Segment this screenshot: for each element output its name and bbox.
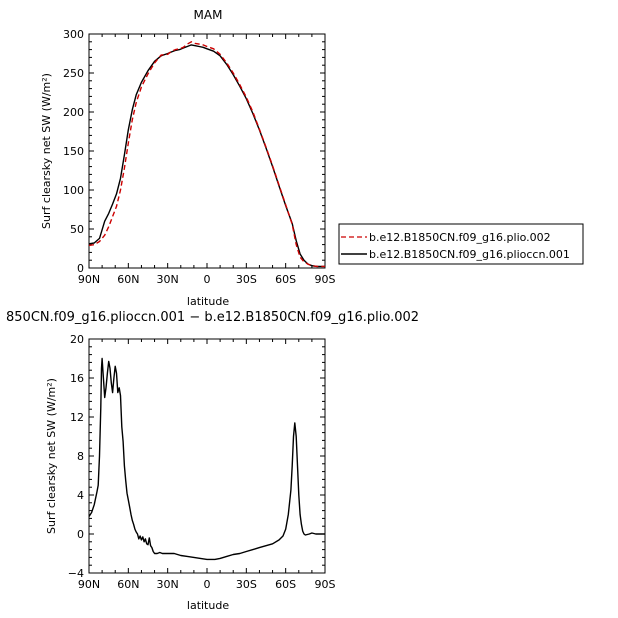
- top-chart-xtick-label: 90S: [315, 273, 336, 286]
- top-chart-ytick-label: 300: [63, 28, 84, 41]
- legend: b.e12.B1850CN.f09_g16.plio.002 b.e12.B18…: [338, 223, 584, 265]
- bottom-chart-xtick-label: 90N: [78, 578, 100, 591]
- bottom-chart-series: [88, 357, 325, 561]
- legend-label-plioccn: b.e12.B1850CN.f09_g16.plioccn.001: [369, 248, 570, 261]
- top-chart-ytick-label: 100: [63, 184, 84, 197]
- bottom-chart-ytick-label: 16: [70, 372, 84, 385]
- bottom-chart-xtick-label: 60N: [117, 578, 139, 591]
- top-chart-ytick-label: 0: [77, 262, 84, 275]
- legend-box: [338, 223, 584, 265]
- top-chart-ytick-label: 200: [63, 106, 84, 119]
- top-chart-xtick-label: 0: [204, 273, 211, 286]
- bottom-chart-series-line: [88, 357, 325, 561]
- bottom-chart-ylabel: Surf clearsky net SW (W/m²): [45, 378, 58, 534]
- bottom-chart-xtick-label: 90S: [315, 578, 336, 591]
- bottom-chart: 850CN.f09_g16.plioccn.001 − b.e12.B1850C…: [6, 310, 419, 612]
- top-chart-title: MAM: [194, 8, 223, 22]
- bottom-chart-xtick-label: 0: [204, 578, 211, 591]
- top-chart-xtick-label: 60N: [117, 273, 139, 286]
- bottom-chart-xtick-label: 30N: [157, 578, 179, 591]
- bottom-chart-ytick-label: −4: [68, 567, 84, 580]
- top-chart-ticks: 90N 60N 30N 0 30S 60S 90S 0 50 100 150 200 250 300: [63, 28, 336, 286]
- bottom-chart-ytick-label: 12: [70, 411, 84, 424]
- bottom-chart-xtick-label: 60S: [275, 578, 296, 591]
- top-chart-xtick-label: 30S: [236, 273, 257, 286]
- bottom-chart-ytick-label: 4: [77, 489, 84, 502]
- bottom-chart-title: 850CN.f09_g16.plioccn.001 − b.e12.B1850C…: [6, 310, 419, 325]
- top-chart-ytick-label: 150: [63, 145, 84, 158]
- top-chart-ytick-label: 250: [63, 67, 84, 80]
- bottom-chart-ticks: 90N 60N 30N 0 30S 60S 90S −4 0 4 8 12 16 20: [68, 333, 336, 591]
- top-chart-series: [88, 41, 325, 268]
- top-chart: MAM 90N 60N 30N 0 30S 60S 90S 0 50 100 150 200 250 30…: [40, 8, 336, 308]
- top-chart-series-line: [88, 44, 325, 268]
- top-chart-xtick-label: 90N: [78, 273, 100, 286]
- bottom-chart-ytick-label: 0: [77, 528, 84, 541]
- top-chart-ylabel: Surf clearsky net SW (W/m²): [40, 73, 53, 229]
- legend-label-plio: b.e12.B1850CN.f09_g16.plio.002: [369, 231, 551, 244]
- top-chart-ytick-label: 50: [70, 223, 84, 236]
- bottom-chart-ytick-label: 8: [77, 450, 84, 463]
- top-chart-xtick-label: 30N: [157, 273, 179, 286]
- bottom-chart-xtick-label: 30S: [236, 578, 257, 591]
- top-chart-series-line: [88, 41, 325, 268]
- bottom-chart-xlabel: latitude: [187, 599, 229, 612]
- top-chart-xlabel: latitude: [187, 295, 229, 308]
- top-chart-xtick-label: 60S: [275, 273, 296, 286]
- bottom-chart-ytick-label: 20: [70, 333, 84, 346]
